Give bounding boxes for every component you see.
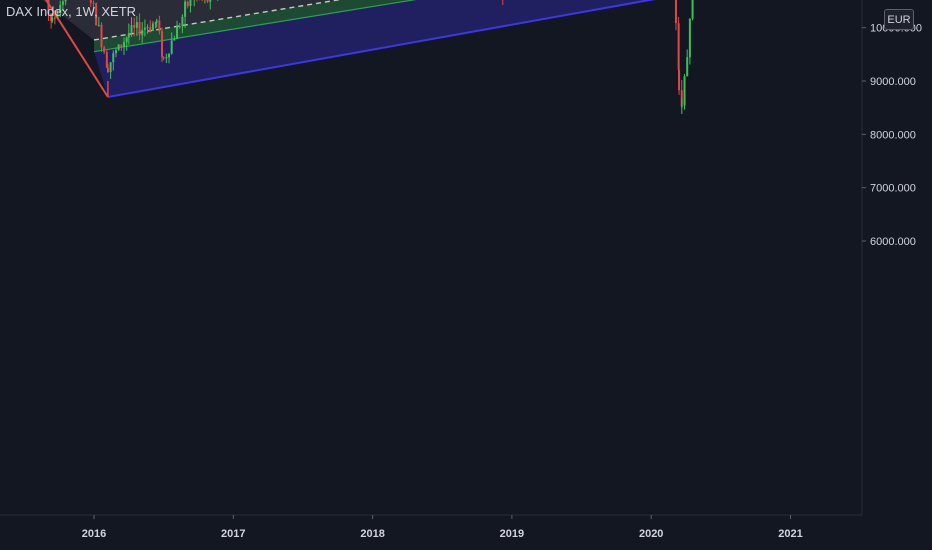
candle-body (64, 0, 67, 2)
y-axis[interactable]: 10000.0009000.0008000.0007000.0006000.00… (861, 0, 932, 515)
candle-body (92, 2, 95, 4)
y-tick-label: 6000.000 (870, 236, 916, 248)
candle-body (206, 0, 209, 2)
x-axis-background (0, 515, 932, 550)
candle-body (143, 27, 146, 30)
x-tick-label: 2020 (639, 528, 663, 540)
candle-body (189, 0, 192, 6)
candle-body (97, 24, 100, 26)
candle-body (59, 4, 62, 14)
candle-body (130, 25, 133, 34)
candle-body (155, 20, 158, 23)
candle-body (95, 3, 98, 26)
candle-body (680, 105, 683, 107)
candle-body (106, 67, 109, 73)
candle-body (127, 33, 130, 38)
candle-body (100, 24, 103, 48)
candle-body (688, 18, 691, 58)
candle-body (141, 29, 144, 36)
candle-body (53, 17, 56, 19)
pitchfork-channel (42, 0, 656, 99)
candle-body (170, 40, 173, 54)
candle-body (176, 26, 179, 40)
x-tick-label: 2019 (500, 528, 524, 540)
candle-body (674, 0, 677, 24)
candle-body (123, 42, 126, 47)
y-tick-label: 8000.000 (870, 129, 916, 141)
candle-body (154, 22, 157, 24)
candle-body (61, 1, 64, 5)
candle-body (686, 57, 689, 77)
candle-body (181, 16, 184, 27)
candle-body (165, 57, 168, 59)
candle-body (149, 27, 152, 31)
candle-body (103, 47, 106, 53)
y-tick-label: 7000.000 (870, 183, 916, 195)
candle-body (178, 26, 181, 28)
candle-body (138, 22, 141, 36)
candle-body (168, 53, 171, 58)
x-tick-label: 2017 (221, 528, 245, 540)
y-tick-label: 9000.000 (870, 76, 916, 88)
candle-body (120, 44, 123, 47)
y-axis-background (862, 0, 932, 515)
candle-body (162, 57, 165, 59)
x-tick-label: 2016 (82, 528, 106, 540)
candlestick-series (47, 0, 694, 115)
candle-body (117, 44, 120, 51)
candle-body (105, 52, 108, 68)
x-tick-label: 2021 (778, 528, 802, 540)
x-tick-label: 2018 (360, 528, 384, 540)
candle-body (56, 13, 59, 18)
candle-body (109, 62, 112, 73)
candle-body (677, 23, 680, 70)
candle-body (89, 0, 92, 3)
candle-body (678, 69, 681, 91)
candle-body (47, 0, 50, 14)
candle-body (151, 23, 154, 31)
candle-body (112, 53, 115, 63)
candle-body (133, 25, 136, 28)
candle-body (184, 1, 187, 17)
candle-body (158, 20, 161, 32)
candle-body (209, 0, 212, 2)
candle-body (691, 0, 694, 19)
candle-body (161, 31, 164, 58)
currency-button[interactable]: EUR (884, 9, 914, 30)
candle-body (146, 27, 149, 29)
candle-body (51, 17, 54, 22)
candle-body (683, 76, 686, 106)
candle-body (114, 50, 117, 54)
x-axis[interactable]: 2016 2017 2018 2019 2020 2021 (0, 514, 932, 550)
candle-body (680, 90, 683, 106)
candle-body (173, 39, 176, 41)
candle-body (135, 22, 138, 28)
candle-body (125, 37, 128, 43)
candle-body (186, 1, 189, 6)
chart-title: DAX Index, 1W, XETR (6, 4, 137, 19)
candle-body (50, 13, 53, 22)
